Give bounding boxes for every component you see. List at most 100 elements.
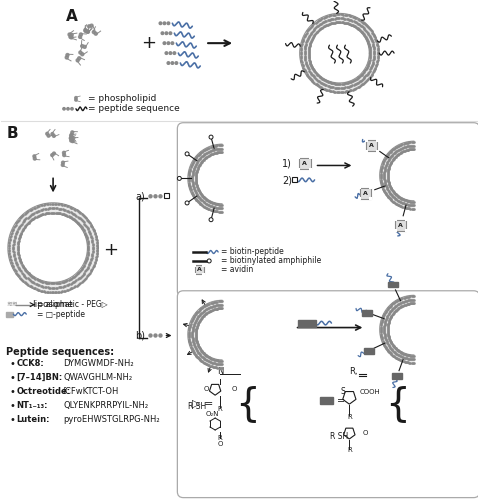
Circle shape: [165, 52, 168, 54]
Text: [7–14]BN:: [7–14]BN:: [16, 374, 63, 382]
FancyBboxPatch shape: [360, 188, 371, 198]
Circle shape: [90, 24, 93, 27]
Circle shape: [154, 334, 157, 337]
Circle shape: [69, 134, 72, 137]
Circle shape: [79, 36, 81, 38]
FancyBboxPatch shape: [177, 291, 479, 498]
Bar: [388, 282, 398, 288]
Circle shape: [70, 139, 73, 142]
Circle shape: [88, 25, 91, 28]
Circle shape: [171, 42, 174, 44]
Circle shape: [161, 32, 164, 34]
Text: O: O: [362, 430, 368, 436]
Bar: [405, 230, 408, 232]
Circle shape: [94, 32, 97, 35]
Text: O: O: [231, 386, 237, 392]
Polygon shape: [380, 295, 414, 364]
Circle shape: [65, 56, 68, 59]
Circle shape: [71, 108, 73, 110]
Circle shape: [52, 134, 55, 138]
Text: = peptide sequence: = peptide sequence: [88, 104, 180, 114]
Bar: [364, 348, 374, 354]
Text: CCK8:: CCK8:: [16, 360, 44, 368]
FancyBboxPatch shape: [195, 266, 204, 274]
Text: O₂N: O₂N: [205, 411, 219, 417]
Circle shape: [177, 176, 182, 180]
Circle shape: [71, 131, 74, 134]
Circle shape: [46, 132, 49, 135]
Circle shape: [167, 62, 170, 64]
Circle shape: [167, 42, 170, 44]
Text: R: R: [218, 406, 222, 412]
Circle shape: [159, 334, 162, 337]
Bar: [297, 156, 300, 159]
Circle shape: [62, 161, 64, 164]
Text: R SH: R SH: [331, 432, 349, 441]
Bar: [193, 264, 196, 267]
Circle shape: [68, 33, 71, 36]
Circle shape: [171, 62, 174, 64]
Text: = biotin-peptide: = biotin-peptide: [221, 248, 284, 256]
FancyBboxPatch shape: [366, 140, 377, 151]
FancyBboxPatch shape: [177, 122, 479, 296]
Circle shape: [70, 36, 73, 39]
Circle shape: [165, 32, 168, 34]
Polygon shape: [300, 14, 379, 93]
Text: Peptide sequences:: Peptide sequences:: [6, 348, 114, 358]
Text: pyroEHWSTGLRPG-NH₂: pyroEHWSTGLRPG-NH₂: [63, 415, 160, 424]
Circle shape: [51, 132, 54, 136]
Bar: [394, 218, 397, 222]
Text: = □-peptide: = □-peptide: [37, 310, 85, 318]
Circle shape: [149, 334, 152, 337]
Text: =: =: [337, 396, 345, 406]
Circle shape: [78, 57, 80, 60]
Text: 2): 2): [282, 176, 292, 186]
Circle shape: [84, 28, 87, 32]
Bar: [394, 230, 397, 232]
Bar: [405, 218, 408, 222]
Text: = biotinylated amphiphile: = biotinylated amphiphile: [221, 256, 321, 266]
Text: A: A: [197, 268, 202, 272]
Bar: [164, 194, 170, 198]
Bar: [202, 273, 205, 276]
Circle shape: [154, 195, 157, 198]
Text: A: A: [398, 223, 403, 228]
Circle shape: [163, 42, 166, 44]
Text: B: B: [6, 126, 18, 140]
Circle shape: [69, 36, 72, 38]
Circle shape: [185, 152, 189, 156]
Text: DYMGWMDF-NH₂: DYMGWMDF-NH₂: [63, 360, 134, 368]
Bar: [369, 197, 372, 200]
Bar: [6, 312, 13, 316]
Text: fCFwKTCT-OH: fCFwKTCT-OH: [63, 387, 119, 396]
Bar: [365, 139, 368, 142]
Text: Octreotide:: Octreotide:: [16, 387, 70, 396]
Text: •: •: [10, 374, 15, 384]
Bar: [193, 273, 196, 276]
Text: A: A: [369, 144, 374, 148]
Circle shape: [71, 140, 74, 142]
Circle shape: [53, 152, 56, 155]
Circle shape: [34, 157, 36, 160]
Text: QWAVGHLM-NH₂: QWAVGHLM-NH₂: [63, 374, 132, 382]
Text: {: {: [236, 385, 260, 423]
Text: {: {: [385, 385, 410, 423]
Circle shape: [75, 96, 77, 99]
Text: R SH: R SH: [188, 402, 206, 411]
Text: R: R: [347, 447, 352, 453]
Bar: [202, 264, 205, 267]
Circle shape: [163, 22, 166, 25]
Text: R: R: [218, 435, 222, 441]
Bar: [309, 168, 312, 171]
Text: •: •: [10, 360, 15, 370]
Circle shape: [63, 108, 65, 110]
Circle shape: [75, 98, 77, 101]
Circle shape: [84, 30, 87, 32]
Text: = phospholipid: = phospholipid: [88, 94, 156, 104]
Circle shape: [67, 108, 69, 110]
Text: +: +: [103, 241, 118, 259]
Text: = aliphatic - PEG▷: = aliphatic - PEG▷: [37, 300, 108, 309]
Circle shape: [63, 154, 66, 156]
Circle shape: [175, 62, 178, 64]
Circle shape: [70, 133, 73, 136]
